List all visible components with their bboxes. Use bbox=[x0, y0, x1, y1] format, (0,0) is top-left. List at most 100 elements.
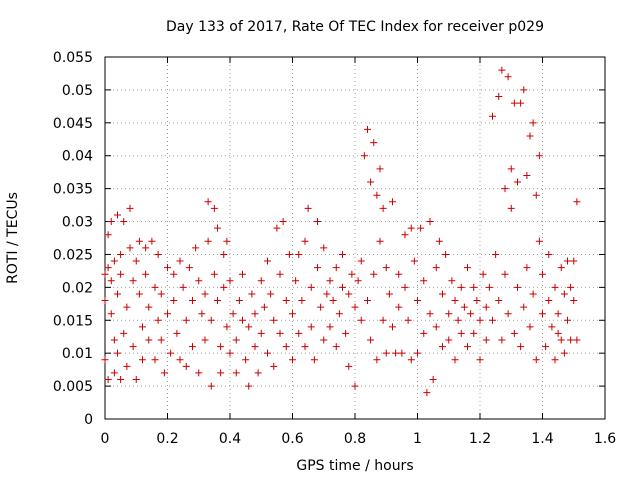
data-point bbox=[176, 356, 184, 364]
data-point bbox=[117, 376, 125, 384]
data-point bbox=[273, 224, 281, 232]
data-point bbox=[317, 303, 325, 311]
data-point bbox=[385, 290, 393, 298]
x-axis-label: GPS time / hours bbox=[296, 458, 413, 474]
data-point bbox=[326, 323, 334, 331]
data-point bbox=[339, 283, 346, 291]
x-tick-labels: 0 0.2 0.4 0.6 0.8 1 1.2 1.4 1.6 bbox=[101, 431, 617, 447]
data-point bbox=[526, 132, 534, 140]
data-point bbox=[235, 297, 243, 305]
data-point bbox=[167, 349, 175, 357]
data-point bbox=[204, 198, 212, 206]
data-point bbox=[207, 382, 215, 390]
data-point bbox=[245, 323, 253, 331]
data-point bbox=[507, 204, 515, 212]
data-point bbox=[142, 244, 150, 252]
data-point bbox=[260, 303, 268, 311]
data-point bbox=[454, 316, 462, 324]
data-point bbox=[295, 329, 303, 337]
data-point bbox=[301, 237, 309, 245]
data-point bbox=[407, 224, 415, 232]
data-point bbox=[448, 277, 456, 285]
data-point bbox=[373, 356, 381, 364]
data-point bbox=[357, 316, 365, 324]
data-point bbox=[564, 316, 571, 324]
data-point bbox=[557, 264, 565, 272]
data-point bbox=[276, 329, 284, 337]
data-point bbox=[451, 356, 459, 364]
data-point bbox=[498, 336, 506, 344]
y-tick-label: 0.01 bbox=[62, 346, 93, 362]
data-point bbox=[345, 362, 353, 370]
data-point bbox=[357, 257, 365, 265]
data-point bbox=[367, 178, 375, 186]
data-point bbox=[154, 316, 162, 324]
data-point bbox=[398, 349, 406, 357]
data-point bbox=[120, 329, 128, 337]
data-point bbox=[117, 270, 125, 278]
x-tick-label: 0.8 bbox=[344, 431, 366, 447]
data-point bbox=[567, 336, 575, 344]
data-point bbox=[223, 323, 231, 331]
data-point bbox=[345, 290, 353, 298]
data-point bbox=[292, 277, 300, 285]
data-point bbox=[457, 283, 465, 291]
data-point bbox=[104, 376, 112, 384]
data-point bbox=[223, 237, 231, 245]
data-point bbox=[564, 257, 571, 265]
data-point bbox=[117, 250, 125, 258]
data-point bbox=[573, 198, 581, 206]
data-point bbox=[142, 270, 150, 278]
grid-lines bbox=[105, 57, 605, 419]
data-point bbox=[464, 264, 471, 272]
data-point bbox=[420, 329, 428, 337]
data-point bbox=[520, 86, 528, 94]
data-point bbox=[532, 356, 540, 364]
data-point bbox=[523, 264, 531, 272]
data-point bbox=[495, 92, 503, 100]
y-tick-label: 0.055 bbox=[53, 50, 93, 66]
data-point bbox=[414, 349, 421, 357]
data-point bbox=[573, 336, 581, 344]
data-point bbox=[226, 277, 234, 285]
data-point bbox=[148, 237, 156, 245]
data-point bbox=[529, 119, 537, 127]
data-point bbox=[154, 250, 162, 258]
data-point bbox=[135, 237, 143, 245]
data-point bbox=[404, 316, 412, 324]
data-point bbox=[107, 277, 115, 285]
data-point bbox=[301, 343, 309, 351]
data-point bbox=[523, 171, 531, 179]
data-point bbox=[239, 316, 246, 324]
data-point bbox=[389, 323, 396, 331]
data-point bbox=[139, 323, 146, 331]
data-point bbox=[539, 310, 546, 318]
data-point bbox=[470, 283, 478, 291]
x-tick-label: 0.2 bbox=[156, 431, 178, 447]
data-point bbox=[110, 369, 118, 377]
data-point bbox=[526, 323, 534, 331]
y-tick-label: 0.005 bbox=[53, 379, 93, 395]
data-point bbox=[326, 277, 334, 285]
data-point bbox=[364, 125, 371, 133]
data-point bbox=[435, 237, 443, 245]
x-tick-label: 1.6 bbox=[594, 431, 616, 447]
data-point bbox=[170, 270, 178, 278]
y-tick-label: 0.03 bbox=[62, 215, 93, 231]
data-point bbox=[489, 316, 496, 324]
data-point bbox=[185, 264, 193, 272]
y-tick-label: 0.04 bbox=[62, 149, 93, 165]
data-point bbox=[304, 204, 312, 212]
data-point bbox=[489, 112, 496, 120]
data-point bbox=[139, 356, 146, 364]
data-point bbox=[370, 270, 378, 278]
data-point bbox=[195, 277, 203, 285]
data-point bbox=[460, 303, 468, 311]
data-point bbox=[110, 257, 118, 265]
data-point bbox=[542, 343, 550, 351]
data-point bbox=[401, 283, 409, 291]
data-point bbox=[210, 270, 218, 278]
data-point bbox=[207, 316, 215, 324]
data-point bbox=[376, 237, 384, 245]
y-tick-label: 0 bbox=[84, 412, 93, 428]
